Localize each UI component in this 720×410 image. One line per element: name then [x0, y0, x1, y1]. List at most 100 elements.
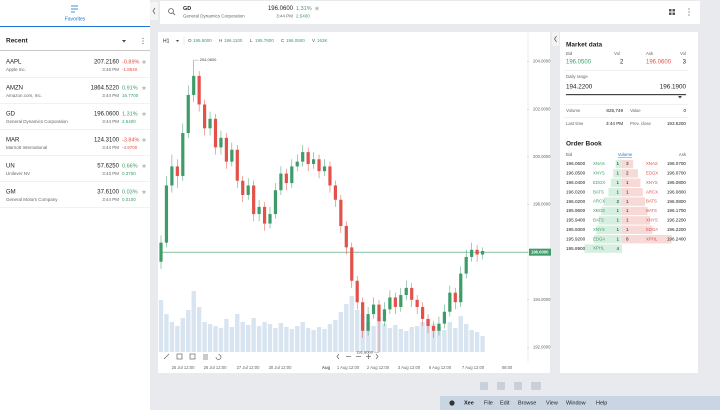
order-book: Order Book Bid Volume Ask 196.0500 XNAS 1 196.0… — [566, 141, 687, 253]
volume-bar — [436, 327, 442, 352]
menu-item[interactable]: Edit — [500, 400, 510, 406]
star[interactable] — [141, 189, 147, 194]
volume-bar — [469, 330, 474, 352]
ask-volume: 1 — [626, 218, 629, 223]
x-tick-label: Aug — [322, 365, 331, 370]
candle-body — [175, 166, 179, 176]
star[interactable] — [141, 137, 147, 142]
menu-item[interactable]: Xee — [464, 400, 474, 406]
symbol[interactable]: GM — [6, 190, 16, 196]
symbol[interactable]: MAR — [6, 138, 20, 144]
symbol[interactable]: AAPL — [6, 60, 22, 66]
volume-bar — [262, 322, 267, 352]
price: 57.6250 — [97, 164, 119, 170]
ask-depth — [622, 216, 650, 225]
price: 124.3100 — [94, 138, 120, 144]
chart-tools[interactable] — [163, 353, 379, 360]
menu-item[interactable]: Browse — [518, 400, 536, 406]
readout-label: H — [219, 38, 222, 43]
prev-close: 193.5200 — [667, 121, 687, 126]
x-tick-label: 1 Aug 12:00 — [337, 365, 360, 370]
time: 3:44 PM — [102, 145, 119, 150]
ask-depth — [622, 235, 672, 244]
layout-icon[interactable] — [669, 9, 675, 15]
candle-body — [344, 225, 348, 248]
star[interactable] — [141, 111, 147, 116]
candle-body — [322, 166, 327, 172]
menu-bar — [440, 396, 720, 410]
candle-body — [262, 206, 267, 224]
candle-body — [186, 94, 190, 134]
candle-body — [159, 242, 163, 262]
search-icon[interactable] — [168, 8, 176, 16]
more-icon[interactable] — [688, 8, 690, 16]
readout-label: O — [188, 38, 192, 43]
x-tick-label: 7 Aug 12:00 — [462, 365, 485, 370]
menu-item[interactable]: Window — [566, 400, 586, 406]
ask-volume: 1 — [626, 180, 629, 185]
candle-body — [366, 314, 370, 331]
header-change-pct: 1.31% — [296, 6, 312, 12]
volume-header[interactable]: Volume — [618, 152, 633, 157]
star[interactable] — [314, 5, 320, 11]
x-tick-label: 6 Aug 12:00 — [429, 365, 452, 370]
symbol[interactable]: UN — [6, 164, 15, 170]
candle-body — [208, 118, 212, 129]
ask-header: Ask — [679, 152, 687, 157]
star[interactable] — [141, 163, 147, 168]
volume-bar — [425, 320, 431, 352]
collapse-icon[interactable] — [152, 7, 156, 15]
collapse-handle[interactable] — [150, 2, 158, 20]
volume-bar — [175, 326, 180, 352]
social-icons[interactable] — [480, 382, 541, 390]
volume-bar — [246, 325, 251, 352]
ask-venue: XNYS — [646, 180, 658, 185]
volume-bar — [382, 324, 387, 352]
interval-dropdown[interactable] — [176, 40, 179, 42]
header-change: 2.5400 — [296, 14, 310, 19]
price: 196.0600 — [94, 112, 120, 118]
bid-vol-label: Vol — [614, 51, 620, 56]
volume-bar — [431, 324, 436, 352]
candle-body — [448, 292, 452, 312]
symbol[interactable]: GD — [6, 112, 16, 118]
menu-item[interactable]: File — [484, 400, 493, 406]
candle-body — [464, 256, 468, 274]
star[interactable] — [141, 85, 147, 90]
recent-menu[interactable] — [142, 37, 144, 45]
ask-price: 196.0700 — [667, 161, 687, 166]
header-symbol: GD — [183, 6, 191, 12]
candle-body — [312, 159, 316, 165]
time: 3:44 PM — [102, 119, 119, 124]
time: 3:44 PM — [102, 197, 119, 202]
symbol[interactable]: AMZN — [6, 86, 23, 92]
bid-vol: 2 — [620, 60, 624, 66]
star[interactable] — [141, 59, 147, 64]
last-price-label: 196.0000 — [531, 249, 549, 254]
bid-depth — [584, 244, 622, 253]
recent-dropdown[interactable] — [122, 40, 126, 43]
divider — [564, 104, 688, 105]
left-panel — [0, 0, 150, 410]
interval[interactable]: H1 — [163, 38, 170, 44]
x-tick-label: 3 Aug 12:00 — [398, 365, 421, 370]
menu-item[interactable]: View — [546, 400, 558, 406]
time: 3:43 PM — [102, 171, 119, 176]
market-data: Market data Bid Vol Ask Vol 196.0500 2 196.0600… — [564, 42, 688, 126]
bid-venue: EDGX — [593, 180, 605, 185]
panel-toggle-icon[interactable] — [554, 35, 557, 43]
bid-venue: ARCX — [593, 199, 605, 204]
candle-body — [224, 137, 228, 162]
company-name: Unilever NV — [6, 171, 30, 176]
candle-body — [284, 173, 288, 184]
panel-toggle[interactable] — [552, 32, 559, 46]
favorites-tab[interactable]: Favorites — [65, 16, 86, 22]
bid-volume: 1 — [616, 218, 619, 223]
volume-bar — [464, 324, 469, 352]
bid-volume: 1 — [616, 171, 619, 176]
menu-item[interactable]: Help — [596, 400, 607, 406]
candle-body — [290, 166, 294, 184]
star-icon[interactable] — [314, 5, 320, 11]
apple-icon[interactable] — [449, 400, 455, 406]
range-high: 196.1900 — [660, 84, 687, 91]
